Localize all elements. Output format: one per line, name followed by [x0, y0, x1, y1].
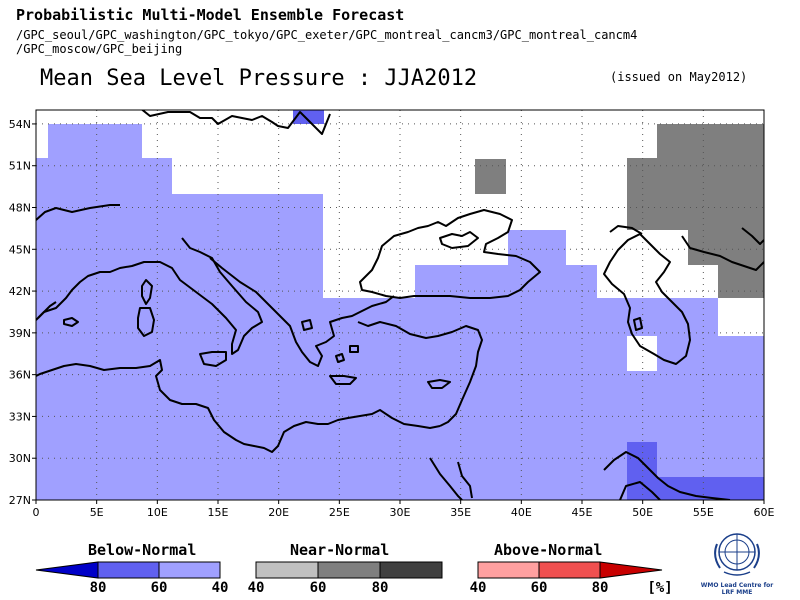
anatolia-levant-coastline: [357, 321, 483, 427]
legend-unit: [%]: [647, 580, 673, 596]
lat-tick-label: 51N: [9, 160, 31, 173]
legend-above-tick-3: 80: [591, 580, 609, 596]
legend-near-60-80-swatch: [317, 561, 381, 579]
lat-tick-label: 45N: [9, 243, 31, 256]
lon-tick-label: 10E: [147, 506, 168, 519]
lon-tick-label: 15E: [208, 506, 229, 519]
legend-below-60-80-swatch: [97, 561, 160, 579]
lon-tick-label: 55E: [693, 506, 714, 519]
lon-tick-label: 0: [33, 506, 40, 519]
legend-above-60-80-swatch: [538, 561, 601, 579]
europe-africa-coastline: [36, 110, 331, 221]
italy-coastline: [37, 237, 263, 355]
persian-gulf-coastline: [603, 451, 731, 500]
lon-tick-label: 20E: [268, 506, 289, 519]
lat-tick-label: 39N: [9, 327, 31, 340]
legend-near-tick-1: 40: [247, 580, 265, 596]
longitude-labels: 0 5E 10E 15E 20E 25E 30E 35E 40E 45E 50E 55E 60E: [33, 500, 775, 519]
legend-above-tick-2: 60: [530, 580, 548, 596]
forecast-map: 0 5E 10E 15E 20E 25E 30E 35E 40E 45E 50E 55E 60E 27N…: [9, 109, 775, 519]
issued-date: (issued on May2012): [610, 70, 748, 84]
aegean-island-2: [349, 345, 359, 353]
map-grid: [36, 110, 764, 500]
legend-near-tick-2: 60: [309, 580, 327, 596]
lon-tick-label: 40E: [511, 506, 532, 519]
legend-below-tick-3: 40: [211, 580, 229, 596]
legend-near-80-swatch: [379, 561, 443, 579]
legend-above-tick-1: 40: [469, 580, 487, 596]
caspian-north-coastline: [609, 225, 643, 235]
lon-tick-label: 45E: [572, 506, 593, 519]
legend-above-80-swatch: [599, 561, 663, 579]
lon-tick-label: 5E: [90, 506, 104, 519]
black-sea-coastline: [359, 209, 541, 299]
sardinia-coastline: [137, 307, 155, 337]
map-title: Mean Sea Level Pressure : JJA2012: [40, 66, 478, 91]
lat-tick-label: 42N: [9, 285, 31, 298]
lon-tick-label: 25E: [329, 506, 350, 519]
lat-tick-label: 48N: [9, 202, 31, 215]
legend-above-title: Above-Normal: [494, 541, 603, 559]
caspian-coastline: [603, 233, 691, 365]
caspian-island: [633, 317, 643, 331]
lat-tick-label: 54N: [9, 118, 31, 131]
red-sea-east-coastline: [457, 461, 473, 499]
lon-tick-label: 30E: [390, 506, 411, 519]
caspian-east-inner: [741, 227, 764, 245]
cyprus-coastline: [427, 379, 451, 389]
red-sea-west-coastline: [429, 457, 463, 500]
coastlines: [36, 110, 764, 500]
lat-tick-label: 30N: [9, 452, 31, 465]
arabia-coastline: [619, 481, 661, 500]
wmo-emblem-icon: [714, 533, 760, 576]
aegean-island-1: [301, 319, 313, 331]
legend-near-title: Near-Normal: [290, 541, 390, 559]
lon-tick-label: 60E: [754, 506, 775, 519]
latitude-labels: 27N 30N 33N 36N 39N 42N 45N 48N 51N 54N: [9, 118, 36, 507]
forecast-title: Probabilistic Multi-Model Ensemble Forec…: [16, 6, 405, 24]
below-normal-60-80-region: [627, 442, 764, 500]
aegean-island-3: [335, 353, 345, 363]
legend-below-tick-2: 60: [150, 580, 168, 596]
legend-bar: [35, 561, 663, 579]
caspian-east-coastline: [681, 235, 764, 271]
legend-near-tick-3: 80: [371, 580, 389, 596]
egypt-libya-coastline: [36, 359, 441, 453]
legend-above-40-60-swatch: [477, 561, 540, 579]
iberia-coastline: [36, 301, 57, 321]
lat-tick-label: 27N: [9, 494, 31, 507]
legend-below-title: Below-Normal: [88, 541, 197, 559]
crimea-coastline: [439, 231, 479, 249]
model-list-line-1: /GPC_seoul/GPC_washington/GPC_tokyo/GPC_…: [16, 28, 638, 42]
legend-below-40-60-swatch: [158, 561, 221, 579]
legend-below-80-swatch: [35, 561, 99, 579]
wmo-logo-text-line-2: LRF MME: [721, 589, 753, 596]
balkan-coastline: [209, 257, 395, 367]
model-list-line-2: /GPC_moscow/GPC_beijing: [16, 42, 183, 56]
near-normal-60-80-region: [627, 124, 764, 298]
near-normal-60-80-cell: [475, 159, 506, 194]
legend-below-tick-1: 80: [89, 580, 107, 596]
wmo-logo-text: WMO Lead Centre for LRF MME: [684, 582, 790, 596]
corsica-coastline: [141, 279, 153, 305]
lat-tick-label: 33N: [9, 410, 31, 423]
crete-coastline: [329, 375, 357, 385]
lon-tick-label: 50E: [632, 506, 653, 519]
wmo-logo-text-line-1: WMO Lead Centre for: [700, 582, 774, 589]
wmo-logo: [714, 533, 760, 576]
sicily-coastline: [199, 351, 227, 367]
legend-near-40-60-swatch: [255, 561, 319, 579]
lon-tick-label: 35E: [450, 506, 471, 519]
balearic-coastline: [63, 317, 79, 327]
lat-tick-label: 36N: [9, 369, 31, 382]
